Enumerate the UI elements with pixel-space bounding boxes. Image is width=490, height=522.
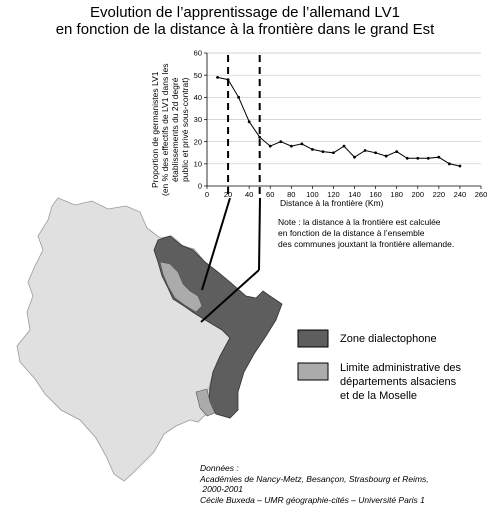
chart-series: [216, 75, 462, 168]
title-line-1: Evolution de l’apprentissage de l’allema…: [90, 4, 400, 21]
data-point: [426, 156, 430, 160]
line-chart: 0 20 40 60 80 100 120 140 160 180 200 220 240 260 0 10…: [194, 49, 488, 199]
data-point: [258, 135, 262, 139]
x-axis-label: Distance à la frontière (Km): [280, 198, 384, 208]
title-line-2: en fonction de la distance à la frontièr…: [55, 21, 435, 38]
admin-limit-area-north: [159, 261, 203, 313]
data-point: [268, 144, 272, 148]
x-tick-label: 0: [205, 190, 209, 199]
note-line: Note : la distance à la frontière est ca…: [278, 217, 441, 227]
data-point: [289, 144, 293, 148]
x-tick-label: 180: [390, 190, 403, 199]
data-point: [416, 156, 420, 160]
connector-line-20km: [201, 197, 231, 291]
data-point: [300, 142, 304, 146]
x-tick-label: 260: [475, 190, 488, 199]
x-tick-label: 160: [369, 190, 382, 199]
y-axis-label-line: public et privé sous-contrat): [180, 77, 190, 182]
legend-label-line: Zone dialectophone: [340, 333, 437, 345]
note-text: Note : la distance à la frontière est ca…: [278, 217, 454, 250]
source-credits: Données : Académies de Nancy-Metz, Besan…: [200, 463, 429, 505]
map-title: Evolution de l’apprentissage de l’allema…: [0, 4, 490, 38]
data-point: [363, 149, 367, 152]
data-point: [216, 75, 219, 79]
data-point: [279, 140, 283, 144]
data-point: [342, 144, 346, 148]
source-line: Données :: [200, 463, 239, 473]
x-tick-label: 240: [454, 190, 467, 199]
legend-label-line: et de la Moselle: [340, 390, 418, 402]
x-tick-label: 60: [266, 190, 274, 199]
data-point: [237, 95, 241, 99]
x-tick-label: 140: [348, 190, 361, 199]
legend-label-line: Limite administrative des: [340, 362, 462, 374]
legend-label-line: départements alsaciens: [340, 376, 457, 388]
y-axis-label-line: (en % des effectifs de LV1 dans les: [160, 63, 170, 196]
data-point: [226, 78, 230, 81]
x-tick-label: 100: [306, 190, 319, 199]
y-tick-label: 20: [194, 137, 202, 146]
x-tick-label: 120: [327, 190, 340, 199]
y-tick-label: 50: [194, 71, 202, 80]
y-tick-label: 10: [194, 159, 202, 168]
legend-label-admin: Limite administrative des départements a…: [340, 361, 461, 403]
data-point: [458, 164, 462, 168]
dialect-zone-area: [153, 235, 283, 419]
region-map: [16, 197, 283, 482]
x-tick-label: 80: [287, 190, 295, 199]
chart-axes: [204, 52, 482, 189]
data-point: [447, 162, 451, 166]
data-point: [321, 150, 325, 154]
y-tick-label: 0: [198, 182, 202, 191]
y-tick-label: 40: [194, 93, 202, 102]
series-line: [217, 76, 461, 167]
x-tick-label: 20: [224, 190, 232, 199]
y-axis-label: Proportion de germanistes LV1 (en % des …: [150, 64, 190, 196]
y-tick-label: 30: [194, 115, 202, 124]
legend-swatch-dialect: [297, 329, 329, 348]
data-point: [395, 150, 399, 154]
data-point: [247, 120, 251, 124]
x-tick-labels: 0 20 40 60 80 100 120 140 160 180 200 220 240 260: [205, 190, 487, 199]
chart-gridlines: [207, 52, 481, 165]
source-line: 2000-2001: [200, 484, 244, 494]
data-point: [353, 155, 356, 159]
data-point: [332, 151, 335, 155]
connector-line-50km-a: [258, 197, 261, 271]
x-tick-label: 200: [412, 190, 425, 199]
note-line: en fonction de la distance à l’ensemble: [278, 228, 425, 238]
connector-line-50km-b: [200, 269, 260, 323]
y-axis-label-line: établissements du 2d degré: [170, 77, 180, 182]
y-axis-label-line: Proportion de germanistes LV1: [150, 71, 160, 189]
legend-swatch-admin: [297, 362, 329, 381]
source-line: Cécile Buxeda – UMR géographie-cités – U…: [200, 494, 425, 505]
data-point: [405, 156, 409, 160]
y-tick-label: 60: [194, 49, 202, 58]
data-point: [437, 155, 441, 159]
grand-est-region: [16, 197, 234, 482]
x-tick-label: 40: [245, 190, 253, 199]
y-tick-labels: 0 10 20 30 40 50 60: [194, 49, 202, 191]
data-point: [310, 148, 314, 151]
source-line: Académies de Nancy-Metz, Besançon, Stras…: [200, 473, 429, 484]
data-point: [374, 151, 378, 155]
legend-label-dialect: Zone dialectophone: [340, 332, 437, 346]
x-tick-label: 220: [433, 190, 446, 199]
data-point: [384, 154, 388, 158]
note-line: des communes jouxtant la frontière allem…: [278, 239, 455, 249]
admin-limit-area-south: [195, 388, 216, 417]
reference-lines: [227, 55, 261, 198]
